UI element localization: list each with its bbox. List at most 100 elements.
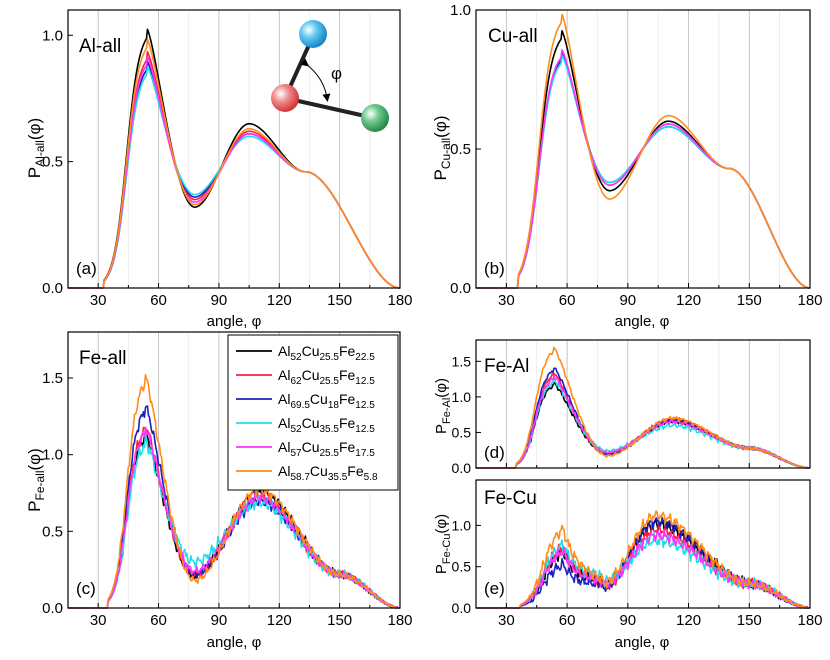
panel-e-label: (e) — [484, 579, 505, 598]
legend-label-part-alloy_3-2: Cu — [310, 391, 328, 407]
panel-b-title: Cu-all — [488, 26, 538, 47]
panel-a-ytick-label-0: 0.0 — [42, 280, 63, 297]
panel-d-ylabel-sub: Fe-Al — [441, 398, 453, 424]
legend-label-part-alloy_4-1: 52 — [290, 424, 302, 435]
panel-b-ylabel-tail: (φ) — [431, 115, 450, 137]
inset-atom-red — [271, 84, 299, 112]
panel-b-ytick-label-1: 0.5 — [450, 141, 471, 158]
panel-a-xtick-label-30: 30 — [90, 292, 107, 309]
panel-a-series-alloy_6 — [68, 38, 401, 289]
panel-b-plot-layer: 30 60 90 120 150 180 0.0 0.5 1.0 — [450, 2, 822, 309]
panel-e-xtick-label-90: 90 — [619, 612, 636, 629]
panel-e-series-alloy_1 — [476, 519, 811, 609]
panel-a-xtick-label-150: 150 — [327, 292, 352, 309]
legend: Al52Cu25.5Fe22.5Al62Cu25.5Fe12.5Al69.5Cu… — [227, 334, 399, 491]
panel-c-xtick-label-90: 90 — [211, 612, 228, 629]
panel-c-xtick-label-150: 150 — [327, 612, 352, 629]
panel-b-xtick-label-150: 150 — [737, 292, 762, 309]
legend-label-part-alloy_6-2: Cu — [310, 463, 328, 479]
panel-d-series-alloy_4 — [476, 376, 811, 469]
panel-e-ylabel-main: P — [433, 564, 450, 574]
legend-label-part-alloy_4-5: 12.5 — [355, 424, 375, 435]
panel-e-ytick-label-0: 0.0 — [452, 600, 472, 616]
panel-b-xtick-label-60: 60 — [559, 292, 576, 309]
panel-a-ytick-label-1: 0.5 — [42, 154, 63, 171]
panel-c-ylabel-main: P — [25, 501, 44, 512]
panel-b-ytick-label-0: 0.0 — [450, 280, 471, 297]
panel-b-ylabel: PCu-all(φ) — [431, 115, 453, 180]
legend-label-alloy_1: Al52Cu25.5Fe22.5 — [278, 343, 375, 363]
legend-label-part-alloy_3-4: Fe — [339, 391, 356, 407]
panel-c-frame — [67, 331, 401, 609]
panel-a-title: Al-all — [79, 36, 121, 57]
legend-label-alloy_5: Al57Cu25.5Fe17.5 — [278, 439, 375, 459]
legend-label-part-alloy_5-2: Cu — [302, 439, 320, 455]
panel-al-all: 30 60 90 120 150 180 0.0 0.5 1.0 Al-all (a) angl… — [25, 9, 413, 330]
panel-fe-all: 30 60 90 120 150 180 0.0 0.5 1.0 1.5 Fe-all (c) a… — [25, 331, 413, 651]
legend-label-part-alloy_1-2: Cu — [302, 343, 320, 359]
panel-a-xtick-label-90: 90 — [211, 292, 228, 309]
panel-d-ytick-label-1: 0.5 — [452, 424, 472, 440]
inset-atom-green — [361, 104, 389, 132]
panel-a-frame — [67, 9, 401, 289]
panel-a-ytick-label-2: 1.0 — [42, 27, 63, 44]
legend-label-part-alloy_5-1: 57 — [290, 448, 302, 459]
panel-a-xtick-label-180: 180 — [387, 292, 412, 309]
legend-label-alloy_6: Al58.7Cu35.5Fe5.8 — [278, 463, 378, 483]
panel-b-xtick-label-30: 30 — [498, 292, 515, 309]
legend-label-part-alloy_1-5: 22.5 — [355, 352, 375, 363]
panel-d-ylabel: PFe-Al(φ) — [433, 378, 453, 434]
panel-d-frame — [475, 339, 811, 469]
panel-e-xtick-label-60: 60 — [559, 612, 576, 629]
panel-a-xtick-label-60: 60 — [150, 292, 167, 309]
panel-a-ylabel-tail: (φ) — [25, 118, 44, 140]
legend-label-part-alloy_1-3: 25.5 — [319, 352, 339, 363]
panel-a-series-alloy_1 — [68, 28, 401, 289]
panel-c-ylabel-sub: Fe-all — [33, 471, 47, 501]
legend-label-part-alloy_4-4: Fe — [339, 415, 356, 431]
panel-c-xtick-label-60: 60 — [150, 612, 167, 629]
panel-c-xtick-label-180: 180 — [387, 612, 412, 629]
legend-items: Al52Cu25.5Fe22.5Al62Cu25.5Fe12.5Al69.5Cu… — [236, 343, 378, 483]
panel-e-ylabel-sub: Fe-Cu — [441, 534, 453, 565]
panel-d-title: Fe-Al — [484, 356, 529, 377]
panel-e-series-alloy_3 — [476, 516, 811, 609]
panel-d-label: (d) — [484, 443, 505, 462]
legend-label-part-alloy_6-3: 35.5 — [328, 472, 348, 483]
legend-label-part-alloy_2-5: 12.5 — [355, 376, 375, 387]
panel-b-series-alloy_6 — [476, 13, 811, 289]
panel-c-ytick-label-2: 1.0 — [42, 447, 63, 464]
panel-b-ylabel-main: P — [431, 169, 450, 180]
legend-label-part-alloy_3-3: 18 — [328, 400, 340, 411]
panel-a-plot-layer: 30 60 90 120 150 180 0.0 0.5 1.0 — [42, 9, 413, 309]
panel-e-series-alloy_5 — [476, 529, 811, 609]
panel-c-ylabel: PFe-all(φ) — [25, 448, 47, 512]
legend-label-part-alloy_4-2: Cu — [302, 415, 320, 431]
inset-atom-blue — [299, 20, 327, 48]
panel-fe-al: 0.00.51.01.5 Fe-Al (d) PFe-Al(φ) — [433, 339, 811, 476]
panel-e-xtick-label-150: 150 — [737, 612, 762, 629]
panel-e-xtick-label-120: 120 — [676, 612, 701, 629]
panel-d-series-alloy_6 — [476, 346, 811, 469]
panel-c-ytick-label-0: 0.0 — [42, 600, 63, 617]
panel-d-ylabel-tail: (φ) — [433, 378, 450, 398]
panel-a-series-alloy_4 — [68, 65, 401, 289]
legend-label-part-alloy_6-4: Fe — [347, 463, 364, 479]
panel-a-label: (a) — [76, 259, 97, 278]
legend-label-part-alloy_4-0: Al — [278, 415, 290, 431]
panel-b-xtick-label-90: 90 — [619, 292, 636, 309]
panel-b-xtick-label-180: 180 — [797, 292, 822, 309]
panel-c-ylabel-tail: (φ) — [25, 448, 44, 470]
inset-phi-label: φ — [331, 64, 342, 83]
legend-label-part-alloy_1-4: Fe — [339, 343, 356, 359]
panel-b-label: (b) — [484, 259, 505, 278]
legend-label-part-alloy_2-3: 25.5 — [319, 376, 339, 387]
legend-label-part-alloy_1-1: 52 — [290, 352, 302, 363]
legend-frame — [227, 334, 399, 491]
panel-c-xtick-label-120: 120 — [267, 612, 292, 629]
inset-angle-arrow — [300, 58, 331, 102]
panel-e-series-alloy_2 — [476, 522, 811, 609]
panel-a-ylabel: PAl-all(φ) — [25, 118, 47, 178]
panel-e-plot-layer: 30 60 90 120 150 180 0.0 0.5 1.0 — [452, 479, 823, 629]
